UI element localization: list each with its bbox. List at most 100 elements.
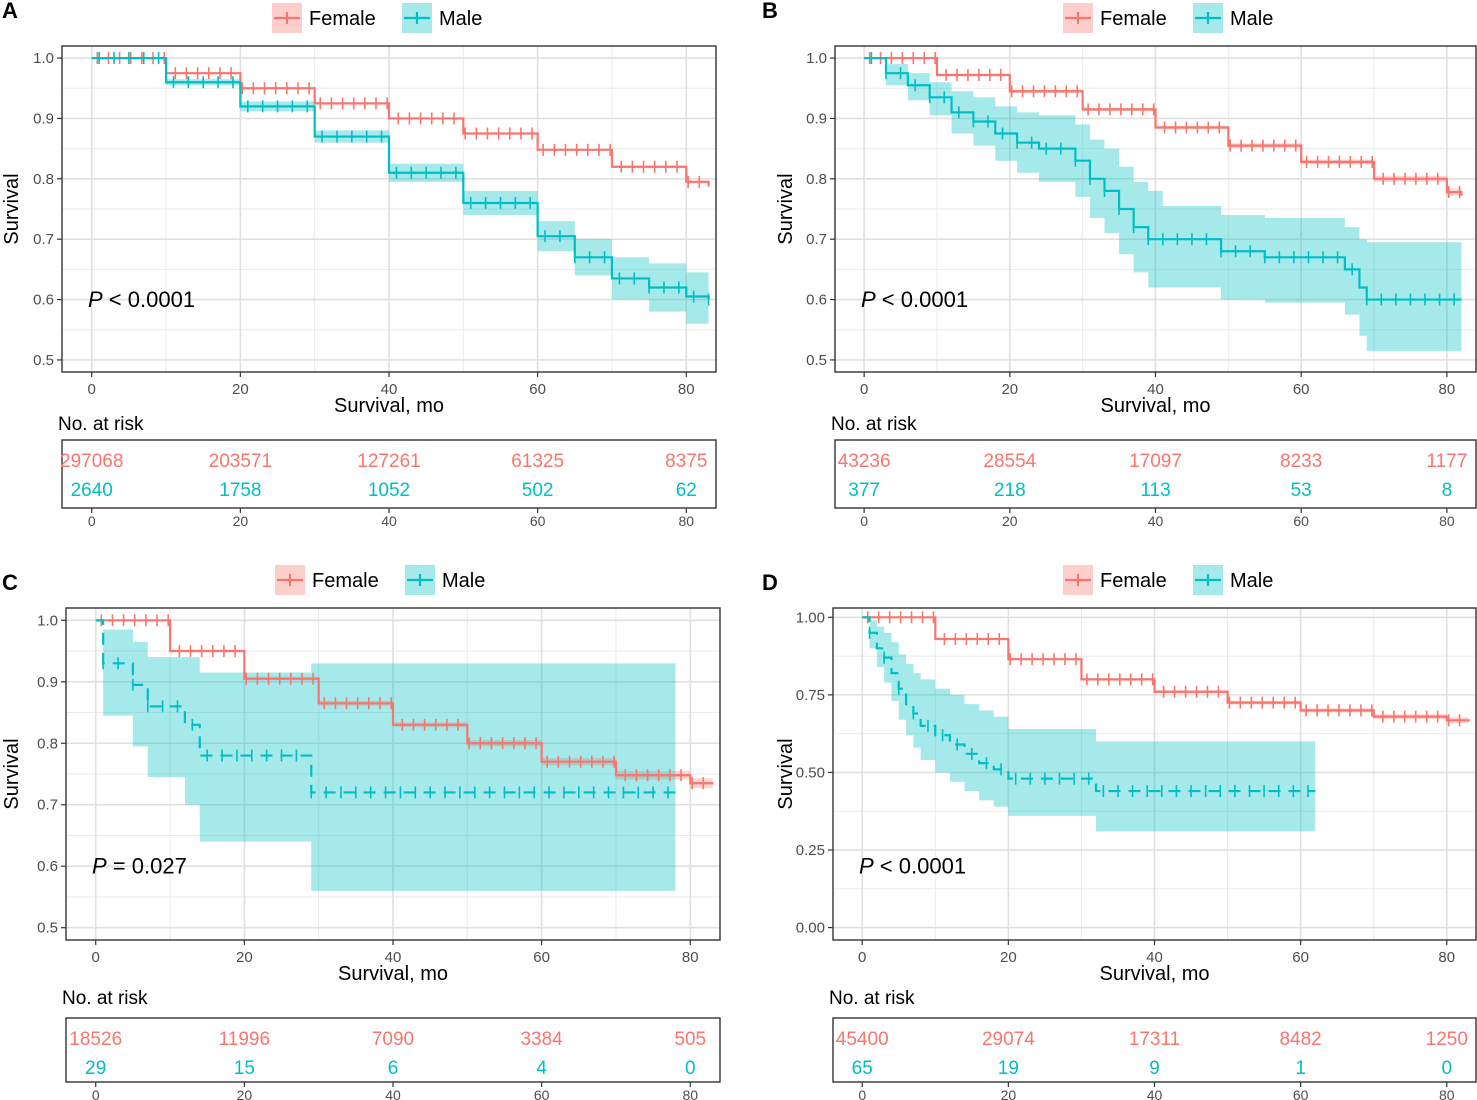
- risk-count-female: 3384: [520, 1029, 563, 1050]
- risk-table-title: No. at risk: [829, 988, 915, 1009]
- x-tick-label: 20: [1001, 381, 1018, 398]
- x-tick-label: 40: [1146, 949, 1163, 966]
- p-value-annotation: P = 0.027: [92, 854, 187, 879]
- legend-label-female: Female: [1100, 570, 1167, 592]
- legend-label-male: Male: [442, 570, 485, 592]
- risk-count-male: 0: [685, 1058, 696, 1079]
- y-tick-label: 0.5: [33, 352, 54, 369]
- legend-label-male: Male: [1230, 8, 1273, 30]
- risk-x-tick-label: 80: [1439, 513, 1455, 529]
- y-tick-label: 0.5: [806, 352, 827, 369]
- legend: Female Male: [272, 3, 482, 33]
- risk-count-male: 1052: [368, 480, 410, 501]
- x-tick-label: 20: [1000, 949, 1017, 966]
- y-tick-label: 0.6: [37, 858, 58, 875]
- y-axis-label: Survival: [775, 738, 797, 809]
- p-value-text: P < 0.0001: [861, 287, 968, 312]
- panel-a: A Female Male 0 20 40 60 80 0.5 0.6 0.7 0.8 0.9 1.0 Su…: [1, 0, 717, 529]
- risk-x-tick-label: 60: [530, 513, 546, 529]
- risk-count-male: 218: [994, 480, 1026, 501]
- risk-count-male: 1: [1295, 1058, 1306, 1079]
- p-value: < 0.0001: [876, 287, 968, 312]
- risk-count-female: 17311: [1129, 1029, 1180, 1050]
- panel-label: D: [762, 570, 778, 595]
- risk-x-tick-label: 20: [233, 513, 249, 529]
- plot-area: [61, 45, 717, 373]
- p-value: = 0.027: [107, 854, 187, 879]
- y-tick-label: 0.50: [796, 764, 825, 781]
- y-tick-label: 1.0: [806, 50, 827, 67]
- ci-band-male: [95, 620, 676, 891]
- panel-label: B: [762, 0, 778, 23]
- risk-count-male: 15: [234, 1058, 255, 1079]
- risk-x-tick-label: 60: [534, 1087, 550, 1100]
- y-axis-label: Survival: [775, 173, 797, 244]
- risk-count-male: 9: [1149, 1058, 1160, 1079]
- legend: Female Male: [1063, 565, 1273, 595]
- risk-table-title: No. at risk: [62, 988, 148, 1009]
- survival-curve-female: [862, 616, 1470, 722]
- y-tick-label: 0.75: [796, 687, 825, 704]
- plot-area: [832, 607, 1477, 941]
- x-tick-label: 60: [533, 949, 550, 966]
- y-tick-label: 1.0: [37, 612, 58, 629]
- risk-count-male: 377: [848, 480, 880, 501]
- risk-x-tick-label: 40: [381, 513, 397, 529]
- risk-count-male: 53: [1291, 480, 1312, 501]
- p-value-annotation: P < 0.0001: [861, 287, 968, 312]
- x-tick-label: 40: [381, 381, 398, 398]
- y-tick-label: 0.6: [806, 292, 827, 309]
- p-value-text: P < 0.0001: [88, 287, 195, 312]
- legend: Female Male: [275, 565, 485, 595]
- p-value-text: P = 0.027: [92, 854, 187, 879]
- y-tick-label: 1.0: [33, 50, 54, 67]
- y-tick-label: 0.7: [806, 231, 827, 248]
- y-tick-label: 0.8: [33, 171, 54, 188]
- risk-x-tick-label: 0: [860, 513, 868, 529]
- risk-x-tick-label: 0: [88, 513, 96, 529]
- risk-count-male: 19: [998, 1058, 1019, 1079]
- risk-count-male: 4: [536, 1058, 547, 1079]
- risk-table-border: [61, 439, 717, 509]
- y-tick-label: 0.9: [33, 110, 54, 127]
- risk-table: No. at risk 297068 2640 0 203571 1758 20 127261…: [58, 414, 717, 529]
- x-tick-label: 0: [860, 381, 868, 398]
- risk-count-female: 43236: [838, 451, 891, 472]
- legend-label-female: Female: [1100, 8, 1167, 30]
- risk-x-tick-label: 80: [678, 513, 694, 529]
- risk-x-tick-label: 20: [237, 1087, 253, 1100]
- risk-count-male: 1758: [219, 480, 261, 501]
- risk-x-tick-label: 0: [92, 1087, 100, 1100]
- risk-count-male: 65: [852, 1058, 873, 1079]
- x-tick-label: 0: [858, 949, 866, 966]
- panel-label: A: [2, 0, 18, 23]
- risk-x-tick-label: 40: [1148, 513, 1164, 529]
- p-value-text: P < 0.0001: [859, 854, 966, 879]
- risk-count-female: 8233: [1280, 451, 1322, 472]
- x-tick-label: 80: [682, 949, 699, 966]
- p-letter: P: [859, 854, 874, 879]
- x-tick-label: 80: [1439, 381, 1456, 398]
- p-value: < 0.0001: [103, 287, 195, 312]
- risk-count-female: 45400: [836, 1029, 889, 1050]
- x-tick-label: 20: [236, 949, 253, 966]
- ci-band-male: [862, 617, 1316, 832]
- x-tick-label: 80: [678, 381, 695, 398]
- survival-curve-male: [862, 616, 1316, 793]
- x-axis-label: Survival, mo: [1099, 963, 1209, 985]
- x-axis-label: Survival, mo: [334, 395, 444, 417]
- risk-table: No. at risk18526290119961520709064033844…: [62, 988, 721, 1100]
- p-value-annotation: P < 0.0001: [859, 854, 966, 879]
- y-axis-label: Survival: [1, 173, 23, 244]
- risk-x-tick-label: 40: [385, 1087, 401, 1100]
- y-tick-label: 0.7: [37, 797, 58, 814]
- x-axis-label: Survival, mo: [338, 963, 448, 985]
- y-tick-label: 0.8: [37, 735, 58, 752]
- survival-curve-female: [95, 619, 714, 785]
- x-tick-label: 60: [529, 381, 546, 398]
- panel-d: D Female Male 0 20 40 60 80 0.00 0.25 0.50 0.75 1.00…: [762, 565, 1477, 1100]
- risk-count-male: 8: [1442, 480, 1453, 501]
